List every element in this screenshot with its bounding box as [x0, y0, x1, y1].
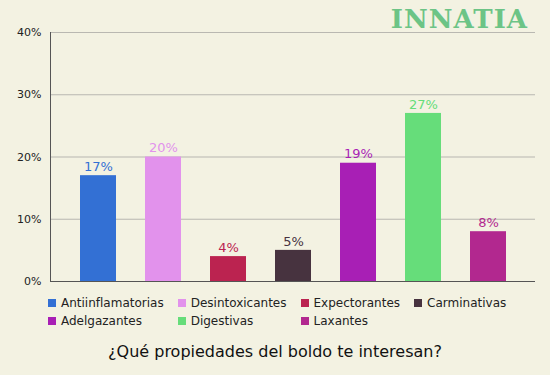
- svg-text:20%: 20%: [17, 151, 41, 164]
- html-text:Antiinflamatorias: Antiinflamatorias: [61, 296, 164, 310]
- svg-text:5%: 5%: [283, 234, 304, 249]
- svg-text:27%: 27%: [409, 97, 438, 112]
- html-text:¿Qué propiedades del boldo te: ¿Qué propiedades del boldo te interesan?: [108, 342, 442, 361]
- html-text:Desintoxicantes: Desintoxicantes: [190, 296, 287, 310]
- svg-text:4%: 4%: [218, 240, 239, 255]
- html-text:Digestivas: Digestivas: [190, 314, 254, 328]
- svg-text:0%: 0%: [24, 275, 41, 288]
- html-text:Adelgazantes: Adelgazantes: [61, 314, 142, 328]
- svg-text:30%: 30%: [17, 88, 41, 101]
- html-text:Laxantes: Laxantes: [313, 314, 368, 328]
- svg-text:17%: 17%: [84, 159, 113, 174]
- html-text:Carminativas: Carminativas: [427, 296, 507, 310]
- svg-text:40%: 40%: [17, 26, 41, 39]
- svg-text:19%: 19%: [344, 146, 373, 161]
- svg-text:10%: 10%: [17, 213, 41, 226]
- html-text:INNATIA: INNATIA: [390, 4, 528, 34]
- svg-text:20%: 20%: [149, 140, 178, 155]
- html-text:Expectorantes: Expectorantes: [313, 296, 401, 310]
- svg-text:8%: 8%: [478, 215, 499, 230]
